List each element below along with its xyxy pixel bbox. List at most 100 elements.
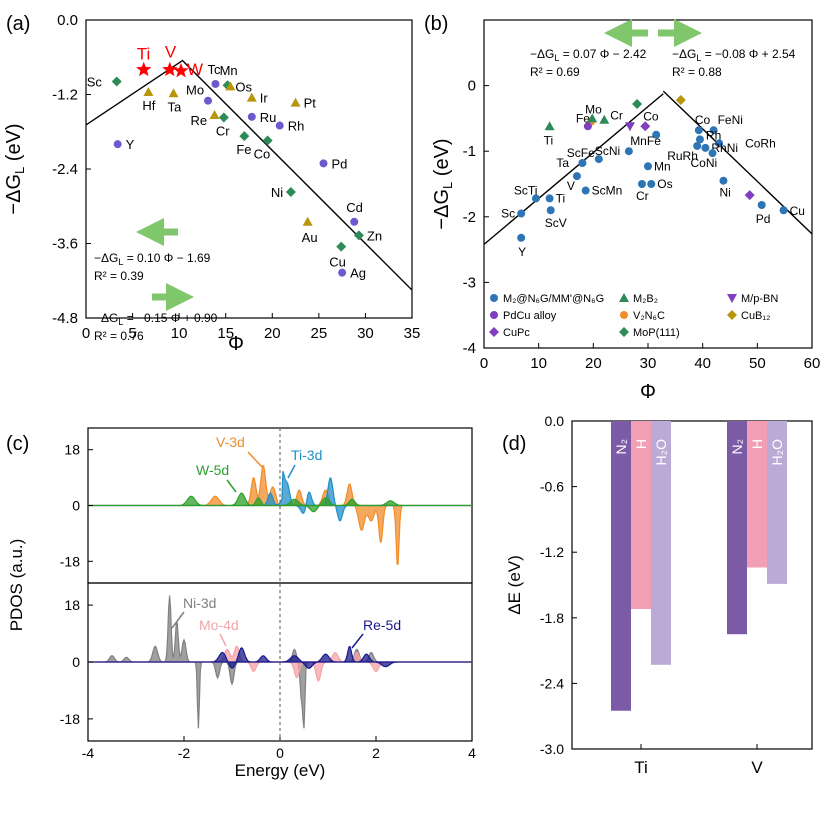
chart-b-ytick-label: -2 <box>463 209 476 226</box>
chart-d-bars: N₂ H H₂O N₂ H H₂O <box>611 421 787 711</box>
chart-a-point <box>290 97 301 107</box>
chart-d-bar-label: N₂ <box>729 439 745 455</box>
chart-c-pointer-w5d <box>226 479 237 493</box>
chart-b-eq1: −ΔGL = 0.07 Φ − 2.42 <box>530 47 647 63</box>
chart-b-ytick-label: -1 <box>463 143 476 160</box>
chart-a-point <box>225 81 236 91</box>
chart-b-legend-marker <box>727 294 737 303</box>
chart-b-point <box>583 122 592 131</box>
chart-b-eq2: −ΔGL = −0.08 Φ + 2.54 <box>672 47 796 63</box>
chart-b-xtick-label: 10 <box>530 355 547 372</box>
chart-c-pointer-mo4d <box>219 633 227 647</box>
chart-a-ylabel: −ΔGL (eV) <box>3 123 27 214</box>
chart-b-xtick-label: 0 <box>480 355 488 372</box>
panel-label-b: (b) <box>424 13 448 35</box>
chart-c-pointer-v3d <box>247 451 263 468</box>
chart-b-point-label: Co <box>695 113 711 127</box>
chart-b-point-label: V <box>567 179 575 193</box>
chart-a-point-label: Au <box>302 230 318 245</box>
chart-c-label-re5d: Re-5d <box>363 617 401 633</box>
chart-a-xtick-label: 5 <box>128 325 136 342</box>
chart-a-xtick-label: 0 <box>82 325 90 342</box>
chart-b-point <box>708 149 717 158</box>
chart-d-ytick-label: -2.4 <box>540 675 564 691</box>
chart-d-bar-label: H₂O <box>769 439 785 466</box>
chart-b-r2-2: R² = 0.88 <box>672 65 722 79</box>
chart-d-ytick-label: -1.2 <box>540 544 564 560</box>
chart-b-legend-marker <box>490 294 498 302</box>
chart-a-xtick-label: 30 <box>357 325 374 342</box>
chart-a-point-label: Ti <box>137 45 151 64</box>
chart-b-point <box>587 113 598 123</box>
chart-b-legend-label: CuB₁₂ <box>741 310 770 322</box>
chart-b-point-label: Ni <box>719 186 730 200</box>
chart-b-xtick-label: 20 <box>585 355 602 372</box>
chart-a-point-label: Sc <box>87 74 103 89</box>
chart-b-point <box>545 194 554 203</box>
chart-b-legend-marker <box>620 311 628 319</box>
chart-a-point <box>336 241 347 252</box>
chart-c-xtick-label: 0 <box>276 745 284 761</box>
chart-c-pointer-ni3d <box>171 611 185 629</box>
chart-c-ytick-label: 18 <box>64 597 80 613</box>
chart-b-legend-label: PdCu alloy <box>503 310 557 322</box>
chart-b-legend-label: M₂@N₆G/MM'@N₆G <box>503 293 604 305</box>
chart-d-ytick-label: -3.0 <box>540 741 564 757</box>
chart-d-bar-label: N₂ <box>613 439 629 455</box>
chart-b-point-label: Mn <box>654 159 671 173</box>
chart-b-point-label: Rh <box>706 128 721 142</box>
chart-a-point <box>350 217 359 226</box>
chart-c-xtick-label: 2 <box>372 745 380 761</box>
chart-a-point-label: Mn <box>220 63 238 78</box>
chart-c-xtick-label: -4 <box>82 745 95 761</box>
chart-b-point-label: ScV <box>545 216 567 230</box>
chart-b-xtick-label: 50 <box>749 355 766 372</box>
chart-a-point-label: W <box>187 60 203 79</box>
chart-b-point <box>637 180 646 188</box>
chart-b-point-label: Os <box>657 177 672 191</box>
chart-a-ytick-label: -4.8 <box>52 310 78 327</box>
chart-b-legend-label: MoP(111) <box>633 327 680 339</box>
chart-b-point <box>715 139 724 148</box>
chart-a-point-label: Cu <box>329 255 346 270</box>
chart-a-point-label: Pt <box>304 96 317 111</box>
chart-b-ytick-label: 0 <box>468 78 476 95</box>
panel-label-a: (a) <box>6 13 30 35</box>
chart-a-point <box>113 140 122 149</box>
chart-a-fit-line <box>181 59 413 291</box>
chart-a-point-label: Cd <box>346 200 363 215</box>
chart-d-category-label: Ti <box>634 758 648 777</box>
chart-a-point-label: V <box>165 43 177 62</box>
chart-c: 18 0 -18 18 0 -18 -4 -2 0 2 4 Energy (eV) PDOS (a.… <box>7 427 476 780</box>
chart-a-r2-2: R² = 0.76 <box>94 329 144 343</box>
chart-c-label-v3d: V-3d <box>216 434 245 450</box>
chart-b-legend-marker <box>727 310 737 320</box>
chart-b-legend-marker <box>490 311 498 319</box>
chart-b-point-label: MnFe <box>630 134 661 148</box>
chart-a-point-label: Ag <box>350 266 366 281</box>
chart-b-point-label: FeNi <box>718 113 743 127</box>
chart-b-point-label: Co <box>643 109 659 123</box>
chart-d-bar-label: H₂O <box>653 439 669 466</box>
chart-a-point-label: Ta <box>168 99 183 114</box>
chart-c-ticks: 18 0 -18 18 0 -18 -4 -2 0 2 4 <box>60 442 476 761</box>
chart-a-point <box>209 109 220 119</box>
chart-a-xtick-label: 35 <box>404 325 421 342</box>
chart-b-point-label: Y <box>518 245 526 259</box>
chart-a-point-label: Re <box>191 113 208 128</box>
chart-b-xtick-label: 30 <box>640 355 657 372</box>
chart-a-xtick-label: 10 <box>171 325 188 342</box>
chart-c-ytick-label: 18 <box>64 442 80 458</box>
chart-b-ylabel: −ΔGL (eV) <box>431 138 455 229</box>
chart-b-point <box>572 172 581 181</box>
chart-b-point-label: Ti <box>544 133 554 147</box>
chart-d-ytick-label: 0.0 <box>545 413 565 429</box>
chart-a-r2-1: R² = 0.39 <box>94 269 144 283</box>
chart-c-xtick-label: -2 <box>178 745 191 761</box>
chart-a-point <box>302 216 313 226</box>
chart-a-point <box>275 121 284 130</box>
chart-b-legend-label: M/p-BN <box>741 293 778 305</box>
chart-a-point <box>247 112 256 121</box>
chart-a-fit-line <box>85 60 183 126</box>
